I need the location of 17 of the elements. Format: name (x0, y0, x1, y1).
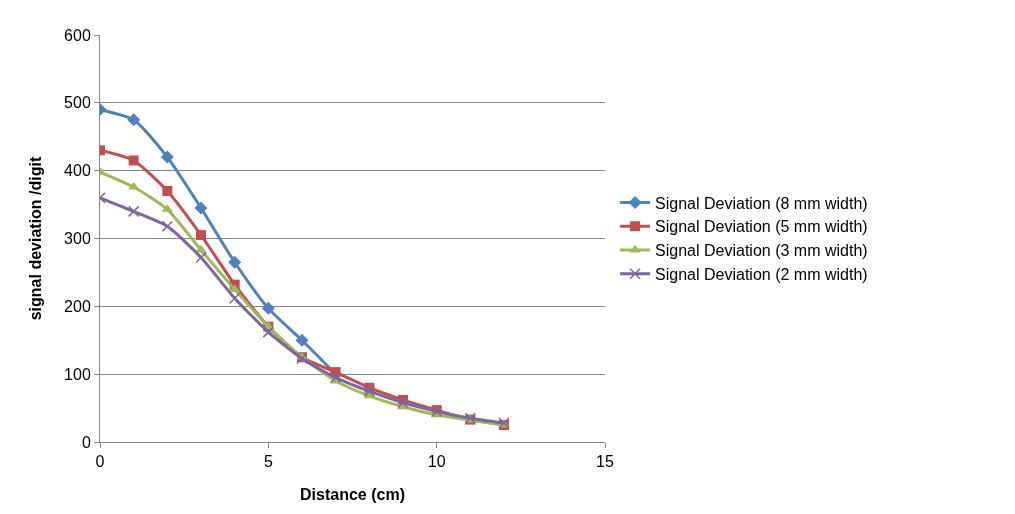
y-tick-label: 600 (64, 26, 91, 44)
legend-label: Signal Deviation (5 mm width) (655, 218, 868, 236)
x-tick-label: 5 (263, 453, 273, 471)
x-tick-label: 15 (596, 453, 614, 471)
x-tick-label: 10 (427, 453, 446, 471)
x-axis-title: Distance (cm) (300, 486, 405, 503)
y-axis-title: signal deviation /digit (27, 156, 44, 321)
legend-label: Signal Deviation (2 mm width) (655, 266, 868, 284)
y-tick-label: 0 (81, 433, 91, 451)
y-tick-label: 500 (64, 94, 91, 112)
y-tick-label: 100 (64, 365, 91, 383)
legend-label: Signal Deviation (3 mm width) (655, 242, 868, 260)
y-tick-label: 400 (64, 162, 91, 180)
legend-label: Signal Deviation (8 mm width) (655, 194, 868, 212)
y-tick-label: 300 (64, 230, 91, 248)
y-tick-label: 200 (64, 297, 91, 315)
x-tick-label: 0 (95, 453, 105, 471)
